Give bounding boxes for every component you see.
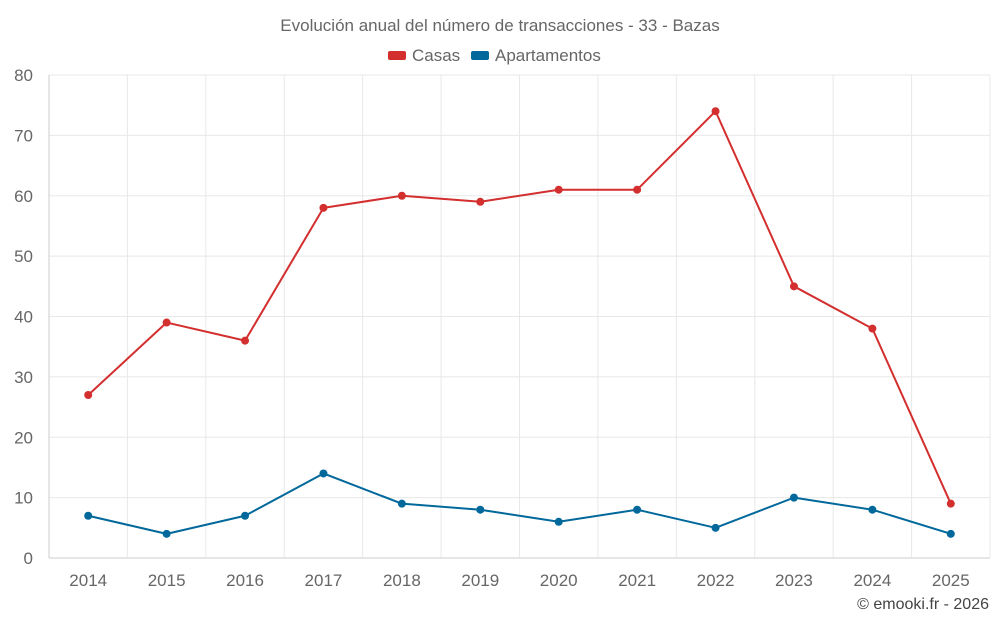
series bbox=[84, 107, 955, 538]
grid bbox=[48, 74, 991, 559]
y-tick-label: 70 bbox=[14, 126, 33, 145]
data-point-casas[interactable] bbox=[789, 282, 798, 291]
data-point-casas[interactable] bbox=[633, 185, 642, 194]
data-point-casas[interactable] bbox=[319, 203, 328, 212]
data-point-apartamentos[interactable] bbox=[789, 493, 798, 502]
y-tick-label: 60 bbox=[14, 187, 33, 206]
data-point-apartamentos[interactable] bbox=[397, 499, 406, 508]
x-tick-label: 2022 bbox=[697, 571, 735, 590]
y-tick-label: 40 bbox=[14, 308, 33, 327]
credit-text: © emooki.fr - 2026 bbox=[857, 596, 989, 613]
data-point-casas[interactable] bbox=[84, 390, 93, 399]
data-point-apartamentos[interactable] bbox=[711, 523, 720, 532]
data-point-apartamentos[interactable] bbox=[84, 511, 93, 520]
x-tick-label: 2025 bbox=[932, 571, 970, 590]
x-tick-label: 2016 bbox=[226, 571, 264, 590]
legend-label-casas[interactable]: Casas bbox=[412, 46, 460, 65]
x-tick-label: 2014 bbox=[69, 571, 107, 590]
data-point-apartamentos[interactable] bbox=[162, 529, 171, 538]
data-point-apartamentos[interactable] bbox=[476, 505, 485, 514]
x-tick-label: 2021 bbox=[618, 571, 656, 590]
legend-swatch-casas bbox=[388, 51, 406, 60]
chart-title: Evolución anual del número de transaccio… bbox=[280, 16, 719, 35]
data-point-casas[interactable] bbox=[946, 499, 955, 508]
x-axis-ticks: 2014 2015 2016 2017 2018 2019 2020 2021 … bbox=[69, 571, 969, 590]
data-point-apartamentos[interactable] bbox=[241, 511, 250, 520]
x-tick-label: 2017 bbox=[305, 571, 343, 590]
x-tick-label: 2020 bbox=[540, 571, 578, 590]
series-line-apartamentos bbox=[87, 472, 952, 535]
data-point-apartamentos[interactable] bbox=[554, 517, 563, 526]
series-line-casas bbox=[87, 110, 952, 505]
y-axis-ticks: 0 10 20 30 40 50 60 70 80 bbox=[14, 66, 33, 568]
legend-label-apartamentos[interactable]: Apartamentos bbox=[495, 46, 601, 65]
legend-swatch-apartamentos bbox=[471, 51, 489, 60]
data-point-casas[interactable] bbox=[162, 318, 171, 327]
x-tick-label: 2023 bbox=[775, 571, 813, 590]
y-tick-label: 10 bbox=[14, 489, 33, 508]
y-tick-label: 80 bbox=[14, 66, 33, 85]
data-point-casas[interactable] bbox=[397, 191, 406, 200]
y-tick-label: 0 bbox=[24, 549, 33, 568]
legend: Casas Apartamentos bbox=[388, 46, 601, 65]
x-tick-label: 2018 bbox=[383, 571, 421, 590]
data-point-apartamentos[interactable] bbox=[633, 505, 642, 514]
data-point-casas[interactable] bbox=[554, 185, 563, 194]
data-point-apartamentos[interactable] bbox=[319, 469, 328, 478]
x-tick-label: 2015 bbox=[148, 571, 186, 590]
y-tick-label: 20 bbox=[14, 428, 33, 447]
x-tick-label: 2024 bbox=[853, 571, 891, 590]
data-point-casas[interactable] bbox=[476, 197, 485, 206]
data-point-apartamentos[interactable] bbox=[946, 529, 955, 538]
data-point-apartamentos[interactable] bbox=[868, 505, 877, 514]
y-tick-label: 30 bbox=[14, 368, 33, 387]
data-point-casas[interactable] bbox=[868, 324, 877, 333]
x-tick-label: 2019 bbox=[461, 571, 499, 590]
data-point-casas[interactable] bbox=[241, 336, 250, 345]
y-tick-label: 50 bbox=[14, 247, 33, 266]
data-point-casas[interactable] bbox=[711, 107, 720, 116]
